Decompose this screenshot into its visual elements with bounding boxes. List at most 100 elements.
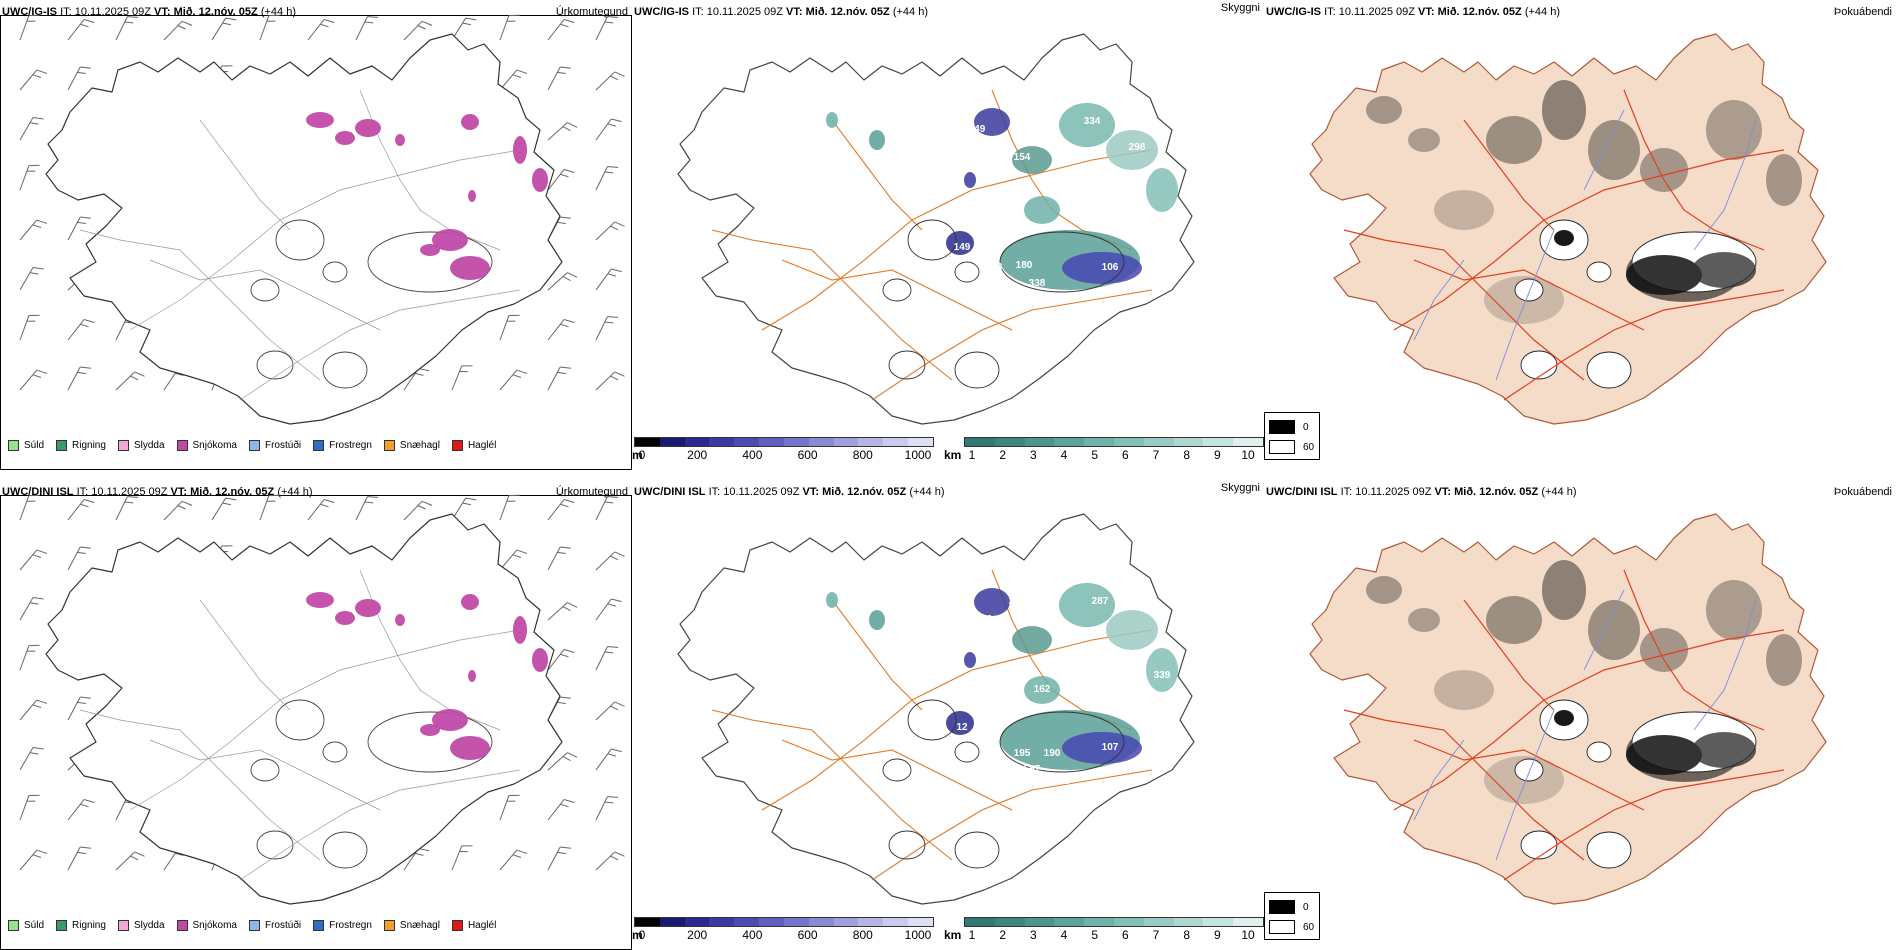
colorbar-tick-label: 9 — [1213, 448, 1221, 462]
legend-label: Frostúði — [264, 920, 302, 931]
precip-type-panel: UWC/DINI ISL IT: 10.11.2025 09Z VT: Mið.… — [0, 480, 632, 950]
river-line — [1583, 109, 1625, 191]
cloud-base-label: 338 — [1029, 278, 1046, 289]
fog-area — [1408, 128, 1440, 152]
colorbar-tick-label: 10 — [1241, 448, 1255, 462]
wind-barb — [67, 696, 91, 721]
cloud-base-label: 298 — [1129, 142, 1146, 153]
wind-barb — [595, 748, 622, 771]
road-line — [761, 149, 1153, 331]
fog-area — [1542, 80, 1586, 140]
road-line — [1343, 709, 1585, 861]
low-visibility-area — [869, 610, 885, 630]
colorbar-cell — [1173, 918, 1204, 926]
precip-type-panel: UWC/IG-IS IT: 10.11.2025 09Z VT: Mið. 12… — [0, 0, 632, 470]
wind-barb — [595, 796, 619, 821]
snow-area — [450, 736, 490, 760]
fog-legend-item: 0 — [1269, 417, 1315, 437]
wind-barb — [499, 849, 528, 871]
precip-panel-label: Úrkomutegund — [555, 6, 628, 18]
wind-barb — [307, 499, 335, 521]
wind-barb — [355, 16, 379, 41]
legend-swatch — [176, 920, 188, 931]
colorbar-cell — [808, 918, 834, 926]
legend-swatch — [8, 920, 19, 931]
colorbar-cell — [908, 918, 933, 926]
road-line — [79, 229, 321, 381]
height-colorbar-unit: m — [632, 928, 643, 942]
colorbar-cell — [1143, 438, 1174, 446]
fog-legend-swatch — [1269, 920, 1295, 934]
colorbar-cell — [1143, 918, 1174, 926]
wind-barb — [19, 644, 40, 671]
fog-area — [1692, 732, 1756, 768]
cloud-base-label: 567 — [1024, 764, 1041, 775]
iceland-coastline — [45, 513, 563, 905]
low-visibility-area — [1146, 648, 1178, 692]
visibility-map: 249 416 181 154 334 298 172 149 153 180 338 106 529 — [677, 33, 1195, 425]
snow-area — [335, 611, 355, 625]
cloud-base-label: 529 — [1052, 294, 1069, 305]
legend-swatch — [248, 920, 260, 931]
wind-barb — [19, 164, 40, 191]
lead-time: (+44 h) — [260, 6, 296, 18]
glacier-outline — [907, 699, 957, 741]
glacier-outline — [275, 219, 325, 261]
fog-panel-title: UWC/DINI ISL IT: 10.11.2025 09Z VT: Mið.… — [1266, 486, 1577, 498]
wind-barb — [115, 851, 145, 871]
wind-barb — [19, 369, 48, 391]
fog-area — [1640, 148, 1688, 192]
road-line — [871, 289, 1153, 401]
low-visibility-area — [1059, 103, 1115, 147]
glacier — [1514, 758, 1544, 782]
km-colorbar-ticks: 1 2 3 4 5 6 7 8 9 10 — [964, 447, 1264, 462]
snow-area — [420, 244, 440, 256]
river-line — [1413, 739, 1465, 821]
colorbar-cell — [783, 438, 809, 446]
legend-swatch — [451, 440, 463, 451]
cloud-base-label: 195 — [1014, 748, 1031, 759]
height-colorbar: m 0 200 400 600 800 1000 — [632, 437, 934, 462]
wind-barb — [547, 846, 571, 871]
model-name: UWC/DINI ISL — [2, 486, 74, 498]
wind-barb — [19, 699, 48, 721]
wind-barb — [259, 14, 280, 41]
glacier-outline — [322, 351, 368, 389]
fog-legend: 0 60 — [1264, 412, 1320, 460]
precip-legend: Súld Rigning Slydda Snjókoma Frostúði Frostre… — [8, 920, 496, 931]
height-colorbar-cells — [634, 437, 934, 447]
road-line — [1623, 89, 1765, 251]
wind-barb — [259, 494, 280, 521]
valid-time: VT: Mið. 12.nóv. 05Z — [170, 486, 275, 498]
road-line — [149, 739, 381, 811]
fog-area — [1692, 252, 1756, 288]
fog-area — [1486, 116, 1542, 164]
wind-barb — [595, 118, 622, 141]
glacier-outline — [954, 831, 1000, 869]
init-time: IT: 10.11.2025 09Z — [76, 486, 168, 498]
glacier-outline — [275, 699, 325, 741]
precip-island — [45, 513, 563, 905]
colorbar-cell — [759, 918, 784, 926]
wind-barb — [355, 496, 379, 521]
colorbar-cell — [908, 438, 933, 446]
low-visibility-area — [974, 108, 1010, 136]
colorbar-tick-label: 1000 — [904, 448, 932, 462]
forecast-row: UWC/IG-IS IT: 10.11.2025 09Z VT: Mið. 12… — [0, 0, 1900, 470]
fog-area — [1554, 230, 1574, 246]
colorbar-cell — [994, 438, 1025, 446]
glacier — [1514, 278, 1544, 302]
wind-barb — [115, 496, 139, 521]
valid-time: VT: Mið. 12.nóv. 05Z — [1418, 6, 1522, 18]
fog-legend-swatch — [1269, 900, 1295, 914]
visibility-map: 281 287 129 162 395 339 12 195 190 107 567 538 — [677, 513, 1195, 905]
snow-area — [468, 670, 476, 682]
init-time: IT: 10.11.2025 09Z — [1324, 6, 1415, 18]
wind-barb — [19, 794, 40, 821]
km-colorbar: km 1 2 3 4 5 6 7 8 9 10 — [944, 437, 1264, 462]
height-colorbar-unit: m — [632, 448, 643, 462]
fog-area — [1434, 670, 1494, 710]
legend-swatch — [117, 440, 129, 451]
height-colorbar-cells — [634, 917, 934, 927]
wind-barb — [595, 551, 625, 571]
